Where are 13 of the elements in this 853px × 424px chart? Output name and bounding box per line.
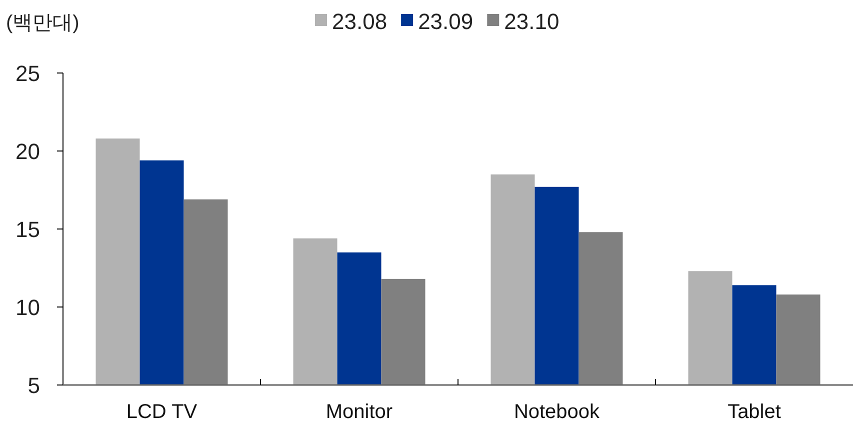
x-tick-label: Tablet <box>728 401 782 423</box>
y-axis-title: (백만대) <box>6 12 80 34</box>
legend-label: 23.09 <box>418 9 474 34</box>
x-tick-label: Monitor <box>326 401 393 423</box>
legend-label: 23.10 <box>504 9 560 34</box>
y-tick-label: 25 <box>16 61 40 86</box>
legend-label: 23.08 <box>332 9 388 34</box>
y-tick-label: 20 <box>16 139 40 164</box>
y-tick-label: 5 <box>28 373 40 398</box>
y-tick-label: 15 <box>16 217 40 242</box>
x-tick-label: Notebook <box>514 401 601 423</box>
x-tick-label: LCD TV <box>126 401 198 423</box>
y-tick-label: 10 <box>16 295 40 320</box>
